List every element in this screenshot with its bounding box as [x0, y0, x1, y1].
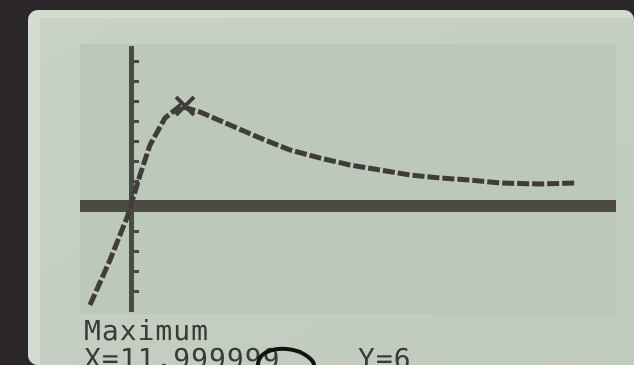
plot-area — [80, 44, 616, 314]
x-axis — [80, 200, 616, 212]
y-axis — [129, 46, 134, 312]
x-readout: X=11.999999 — [84, 342, 280, 365]
calculator-photo: Maximum X=11.999999 Y=6 — [0, 0, 634, 365]
page: Maximum X=11.999999 Y=6 (() => { const d… — [0, 0, 634, 365]
y-readout: Y=6 — [358, 342, 412, 365]
